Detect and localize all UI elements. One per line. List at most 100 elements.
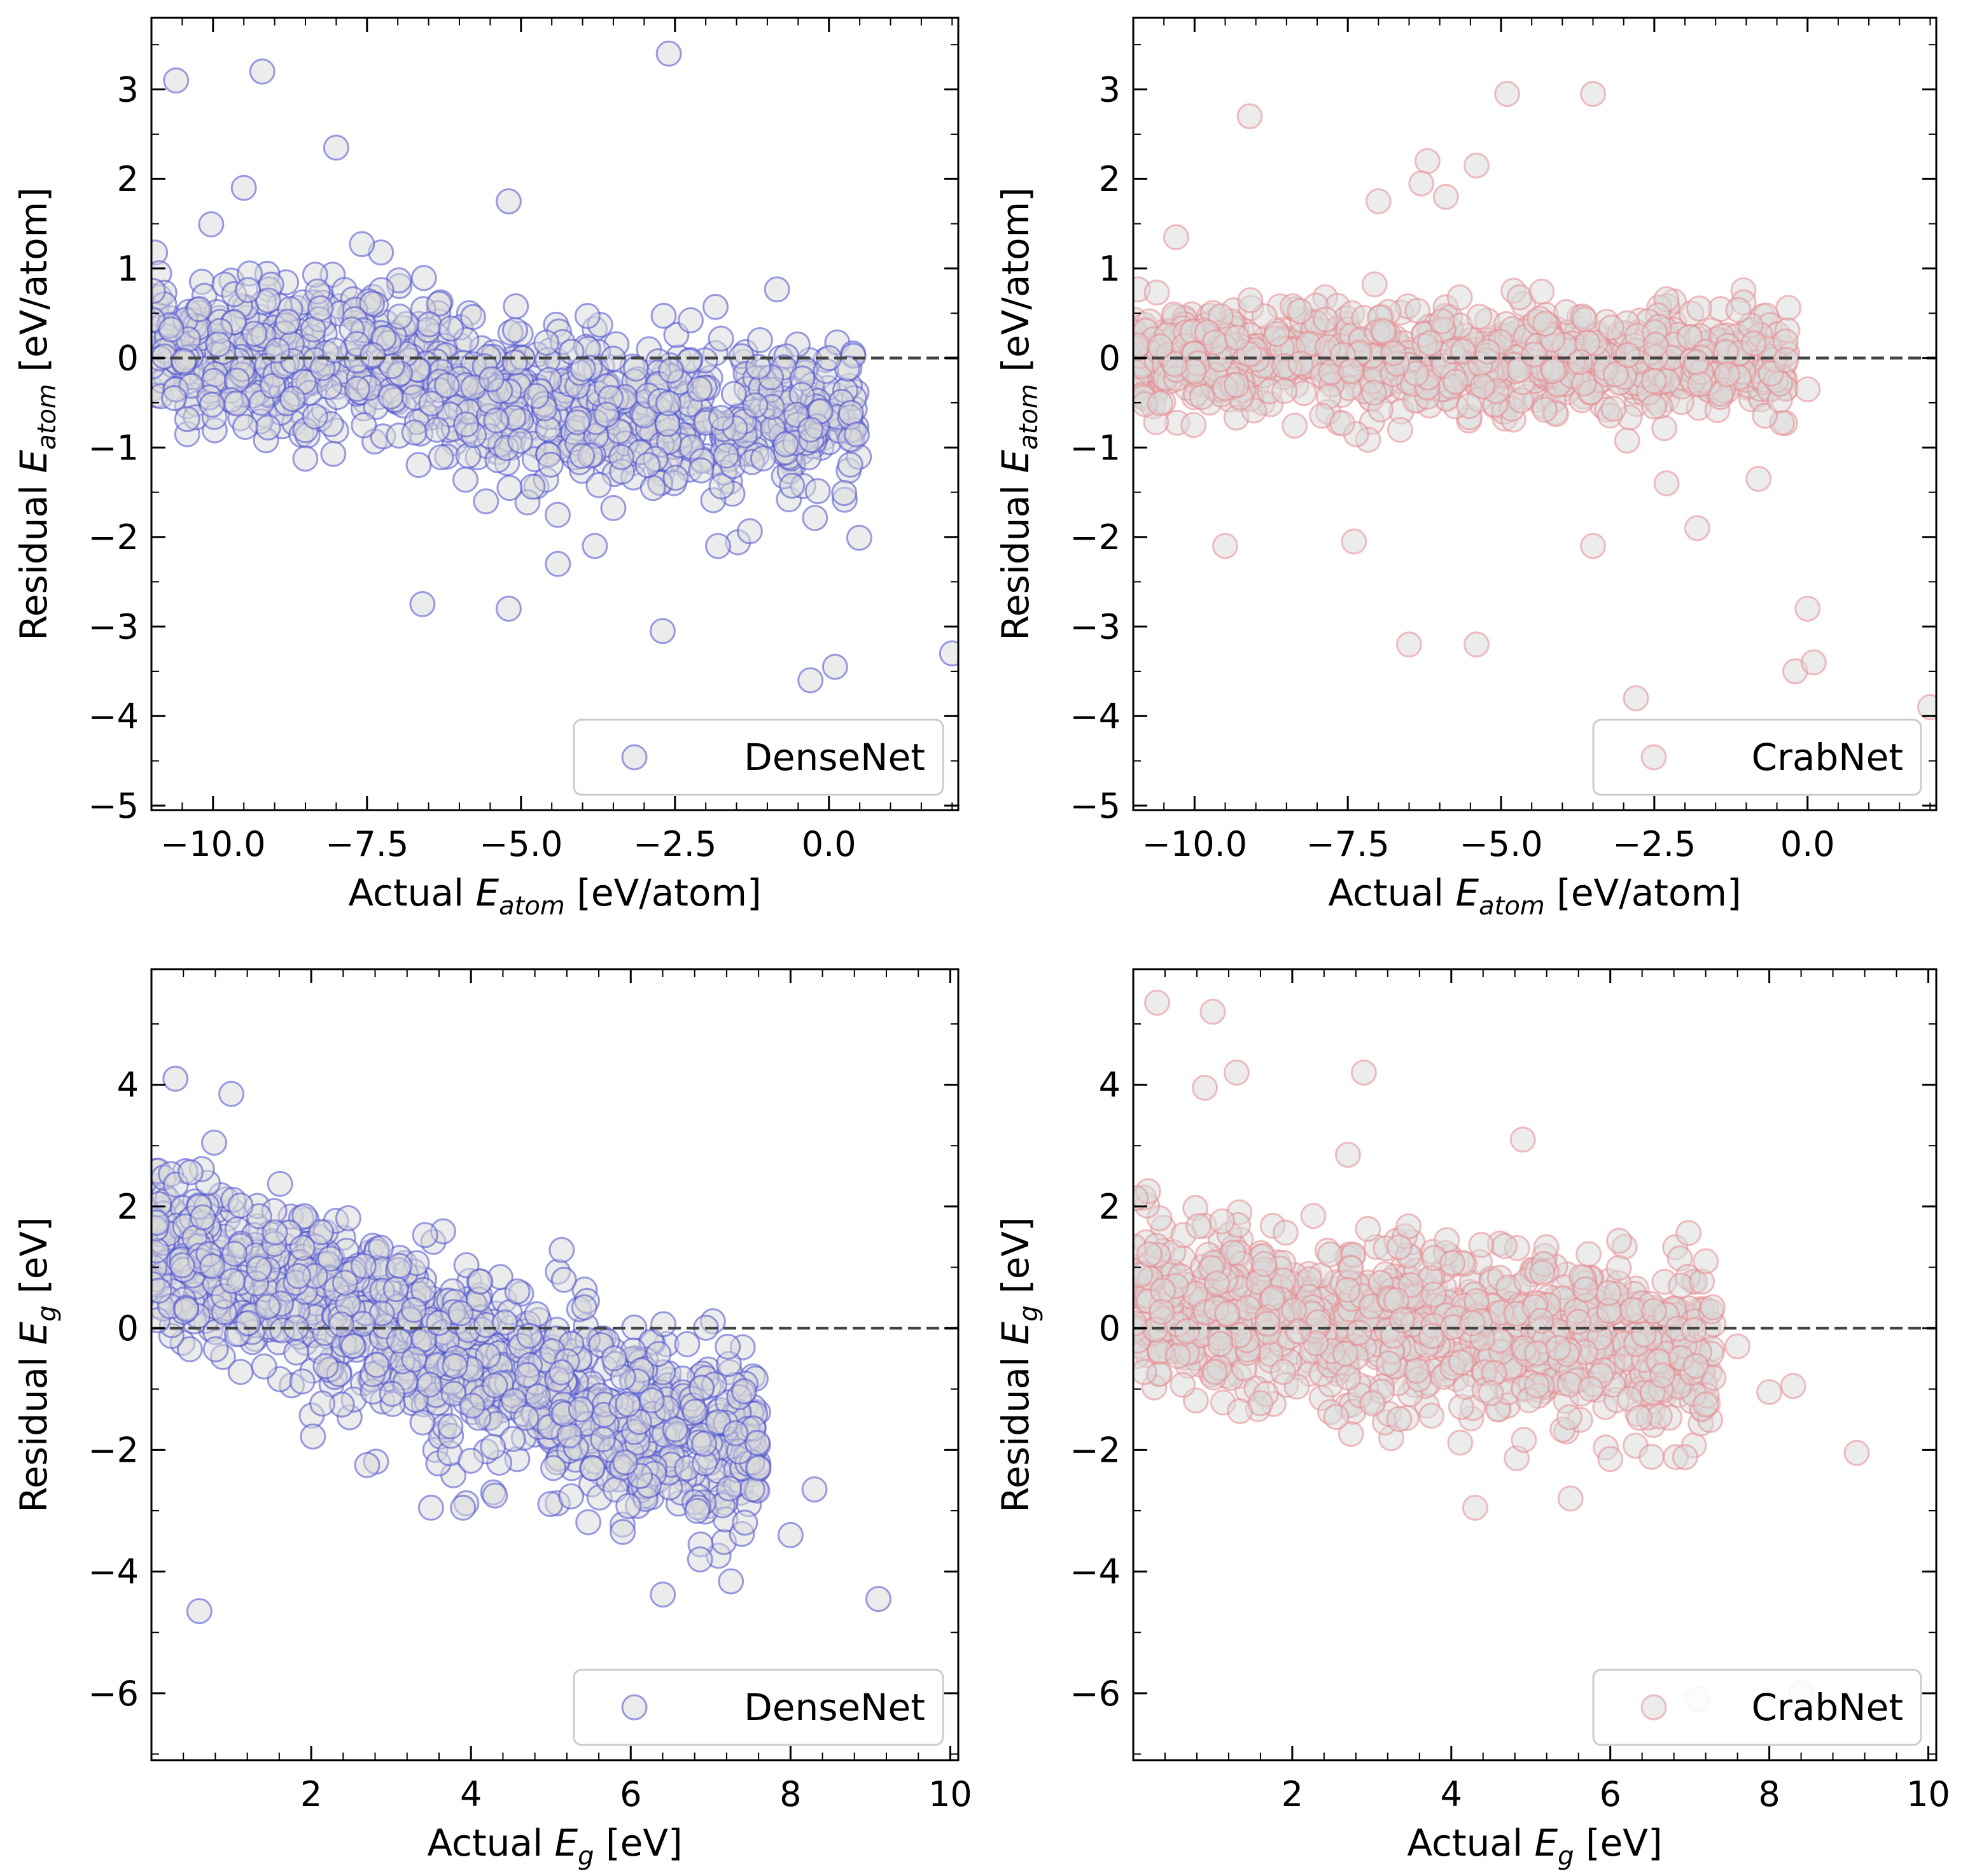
y-tick-label: 1	[1099, 249, 1121, 289]
data-point	[1447, 1429, 1474, 1456]
x-tick-label: 2	[300, 1774, 322, 1814]
data-point	[503, 293, 529, 319]
data-point	[386, 304, 413, 330]
data-point	[764, 276, 790, 303]
data-point	[1375, 1350, 1402, 1376]
data-point	[1281, 1297, 1308, 1324]
y-tick-label: −1	[88, 428, 139, 468]
data-point	[1724, 1333, 1751, 1360]
points-densenet	[151, 40, 958, 694]
data-point	[1462, 1494, 1488, 1521]
data-point	[1450, 338, 1476, 365]
y-tick-label: −4	[1070, 696, 1121, 736]
x-tick-label: 6	[1600, 1774, 1621, 1814]
data-point	[540, 1455, 566, 1481]
data-point	[1740, 330, 1767, 357]
data-point	[1332, 1340, 1359, 1367]
data-point	[797, 416, 824, 443]
data-point	[846, 524, 872, 551]
data-point	[1317, 1241, 1343, 1268]
data-point	[1794, 596, 1821, 622]
data-point	[1642, 332, 1669, 358]
data-point	[523, 382, 550, 409]
data-point	[1672, 1444, 1698, 1471]
data-point	[1606, 1228, 1632, 1254]
data-point	[1684, 515, 1710, 542]
data-point	[558, 1483, 585, 1509]
data-point	[1557, 1485, 1584, 1512]
data-point	[533, 330, 560, 356]
data-point	[1626, 1404, 1653, 1431]
data-point	[1418, 1403, 1445, 1429]
data-point	[608, 444, 634, 470]
x-axis-label: Actual Eatom [eV/atom]	[1328, 871, 1741, 921]
data-point	[1752, 402, 1778, 429]
data-point	[564, 409, 590, 436]
data-point	[1365, 188, 1392, 214]
y-tick-label: 3	[1099, 70, 1121, 110]
data-point	[186, 1598, 213, 1625]
data-point	[255, 287, 281, 314]
data-point	[223, 390, 250, 417]
data-point	[235, 1310, 262, 1336]
data-point	[1380, 340, 1407, 367]
data-point	[1597, 1446, 1624, 1473]
data-point	[1329, 410, 1355, 437]
data-point	[1361, 271, 1388, 298]
legend: CrabNet	[1592, 718, 1922, 796]
data-point	[634, 452, 661, 479]
y-tick-label: −2	[1070, 517, 1121, 557]
data-point	[199, 391, 225, 418]
data-point	[1149, 1299, 1175, 1325]
axes-frame	[1132, 968, 1938, 1761]
data-point	[1192, 1074, 1218, 1101]
y-tick-label: −2	[88, 517, 139, 557]
data-point	[308, 1219, 335, 1245]
data-point	[1386, 1406, 1413, 1432]
data-point	[742, 392, 769, 419]
data-point	[437, 1413, 464, 1439]
data-point	[1359, 1390, 1386, 1417]
data-point	[1649, 1362, 1676, 1389]
data-point	[1387, 417, 1413, 443]
data-point	[438, 315, 464, 342]
data-point	[662, 465, 689, 491]
x-tick-label: 0.0	[802, 824, 856, 864]
data-point	[401, 419, 428, 446]
data-point	[480, 1434, 506, 1460]
data-point	[447, 1300, 474, 1327]
data-point	[779, 472, 806, 499]
data-point	[537, 451, 564, 478]
y-tick-label: −4	[88, 696, 139, 736]
data-point	[708, 325, 734, 352]
data-point	[545, 550, 571, 577]
data-point	[1312, 306, 1339, 333]
data-point	[1163, 224, 1189, 251]
data-point	[745, 353, 772, 380]
data-point	[241, 320, 268, 347]
data-point	[797, 667, 824, 694]
data-point	[360, 342, 386, 368]
data-point	[686, 375, 713, 402]
data-point	[674, 1331, 701, 1357]
data-point	[504, 1278, 531, 1305]
data-point	[289, 1235, 316, 1261]
data-point	[736, 518, 763, 545]
data-point	[340, 1333, 367, 1359]
data-point	[691, 1431, 718, 1457]
y-axis-label: Residual Eatom [eV/atom]	[994, 187, 1044, 641]
data-point	[1287, 351, 1314, 377]
data-point	[1264, 321, 1290, 347]
data-point	[386, 1252, 413, 1279]
data-point	[1651, 415, 1678, 442]
y-tick-label: −5	[88, 786, 139, 826]
data-point	[502, 317, 528, 344]
panel-top-left: −10.0 −7.5 −5.0 −2.5 0.0 −5 −4 −3 −2 −1 0 1 2 3 Actual…	[12, 17, 960, 921]
data-point	[1285, 1318, 1311, 1345]
data-point	[1524, 1372, 1550, 1399]
data-point	[844, 421, 870, 448]
data-point	[501, 349, 528, 376]
data-point	[777, 1522, 804, 1548]
legend-label: DenseNet	[744, 736, 925, 779]
y-axis-label: Residual Eatom [eV/atom]	[12, 187, 62, 641]
